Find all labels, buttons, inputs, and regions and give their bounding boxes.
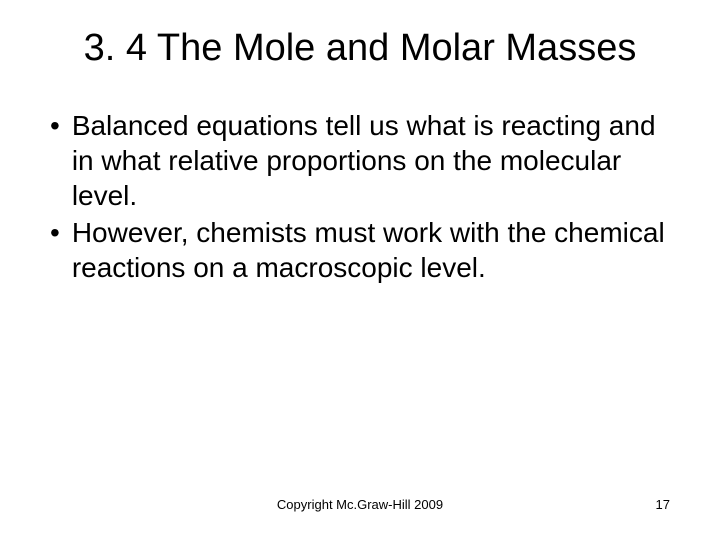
bullet-text: However, chemists must work with the che…	[72, 215, 670, 285]
bullet-text: Balanced equations tell us what is react…	[72, 108, 670, 213]
list-item: • Balanced equations tell us what is rea…	[50, 108, 670, 213]
bullet-marker: •	[50, 108, 60, 213]
copyright-text: Copyright Mc.Graw-Hill 2009	[277, 497, 443, 512]
list-item: • However, chemists must work with the c…	[50, 215, 670, 285]
slide-title: 3. 4 The Mole and Molar Masses	[0, 0, 720, 72]
bullet-marker: •	[50, 215, 60, 285]
page-number: 17	[656, 497, 670, 512]
slide-content: • Balanced equations tell us what is rea…	[0, 72, 720, 285]
